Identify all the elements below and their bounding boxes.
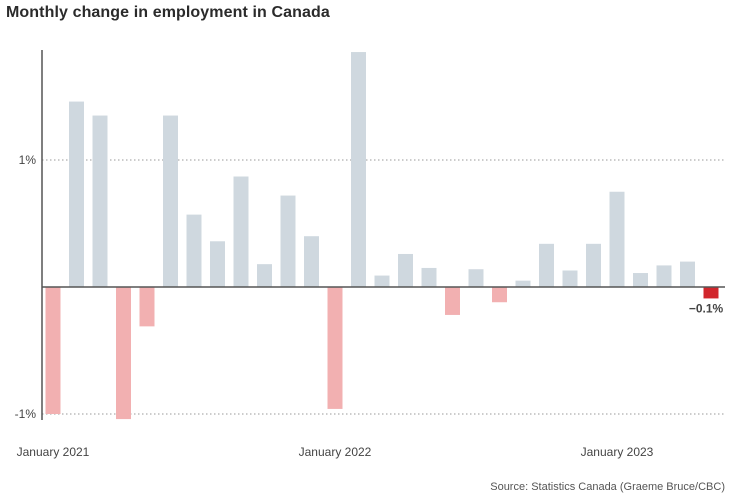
x-tick-label: January 2023 [581, 445, 654, 459]
bar-2023-05 [703, 287, 719, 299]
bar-2021-12 [304, 236, 319, 287]
bars [45, 52, 719, 420]
y-tick-label: 1% [19, 153, 37, 167]
bar-2021-01 [45, 287, 61, 414]
bar-2021-08 [210, 241, 225, 287]
x-tick-label: January 2022 [299, 445, 372, 459]
bar-2022-06 [445, 287, 460, 315]
axes [41, 50, 725, 420]
bar-2021-10 [257, 264, 272, 287]
bar-2023-02 [633, 273, 648, 287]
bar-2021-11 [280, 195, 296, 287]
bar-2023-03 [656, 265, 672, 287]
bar-2021-02 [69, 101, 84, 287]
bar-2022-04 [398, 253, 413, 287]
x-tick-label: January 2021 [17, 445, 90, 459]
y-tick-label: -1% [15, 407, 37, 421]
bar-2022-05 [421, 267, 437, 287]
bar-2022-09 [515, 280, 531, 287]
bar-2022-02 [351, 52, 366, 287]
bar-2022-08 [492, 287, 507, 303]
bar-2021-07 [186, 214, 202, 287]
bar-2021-05 [139, 287, 155, 327]
highlight-value-label: −0.1% [689, 301, 724, 315]
bar-2021-03 [92, 115, 108, 287]
chart-title: Monthly change in employment in Canada [6, 4, 330, 21]
source-note: Source: Statistics Canada (Graeme Bruce/… [490, 481, 725, 493]
bar-2022-11 [562, 270, 578, 287]
bar-2023-01 [609, 191, 625, 287]
bar-2022-12 [586, 243, 601, 287]
bar-2022-03 [374, 275, 390, 287]
bar-2022-01 [327, 287, 343, 409]
bar-2021-09 [233, 176, 249, 287]
labels: 1% -1% January 2021 January 2022 January 202… [15, 153, 724, 459]
gridlines [42, 159, 725, 415]
bar-2022-10 [539, 243, 554, 287]
bar-2021-04 [116, 287, 131, 420]
bar-2022-07 [468, 269, 484, 287]
bar-2021-06 [163, 115, 178, 287]
bar-2023-04 [680, 261, 695, 287]
